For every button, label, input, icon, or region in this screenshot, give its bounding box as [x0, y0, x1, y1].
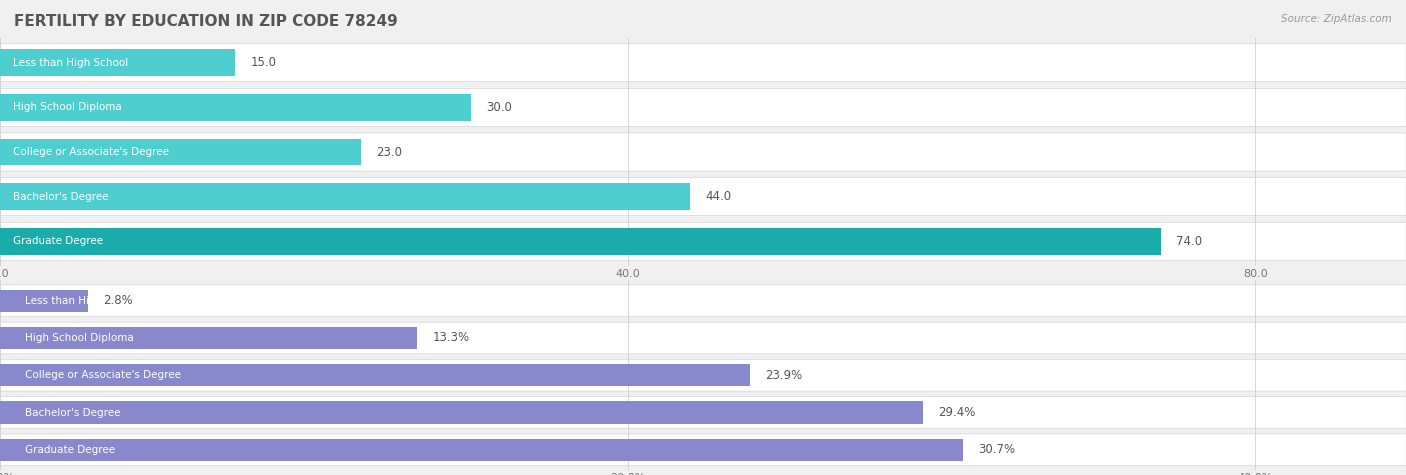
Text: 13.3%: 13.3%	[433, 332, 470, 344]
Bar	[0, 94, 471, 121]
Text: High School Diploma: High School Diploma	[13, 102, 121, 112]
Text: Bachelor's Degree: Bachelor's Degree	[25, 408, 121, 418]
Text: 2.8%: 2.8%	[103, 294, 132, 307]
Bar	[0, 401, 922, 424]
FancyBboxPatch shape	[0, 133, 1406, 171]
Text: College or Associate's Degree: College or Associate's Degree	[13, 147, 169, 157]
Text: College or Associate's Degree: College or Associate's Degree	[25, 370, 181, 380]
FancyBboxPatch shape	[0, 285, 1406, 316]
FancyBboxPatch shape	[0, 178, 1406, 216]
Bar	[0, 327, 418, 349]
Text: Less than High School: Less than High School	[25, 296, 141, 306]
Text: Bachelor's Degree: Bachelor's Degree	[13, 192, 108, 202]
FancyBboxPatch shape	[0, 322, 1406, 354]
Text: 23.0: 23.0	[375, 145, 402, 159]
Text: Graduate Degree: Graduate Degree	[25, 445, 115, 455]
Bar	[0, 49, 235, 76]
Text: Less than High School: Less than High School	[13, 57, 128, 67]
Text: FERTILITY BY EDUCATION IN ZIP CODE 78249: FERTILITY BY EDUCATION IN ZIP CODE 78249	[14, 14, 398, 29]
Text: 30.0: 30.0	[486, 101, 512, 114]
FancyBboxPatch shape	[0, 434, 1406, 466]
Text: High School Diploma: High School Diploma	[25, 333, 134, 343]
Text: 74.0: 74.0	[1177, 235, 1202, 248]
Bar	[0, 139, 361, 165]
Text: 44.0: 44.0	[706, 190, 731, 203]
FancyBboxPatch shape	[0, 44, 1406, 82]
Bar	[0, 290, 87, 312]
FancyBboxPatch shape	[0, 360, 1406, 391]
Text: 29.4%: 29.4%	[938, 406, 976, 419]
FancyBboxPatch shape	[0, 222, 1406, 260]
Bar	[0, 183, 690, 210]
Text: 30.7%: 30.7%	[979, 443, 1015, 456]
Bar	[0, 438, 963, 461]
Text: Source: ZipAtlas.com: Source: ZipAtlas.com	[1281, 14, 1392, 24]
Text: Graduate Degree: Graduate Degree	[13, 237, 103, 247]
FancyBboxPatch shape	[0, 88, 1406, 126]
Bar	[0, 228, 1161, 255]
Bar	[0, 364, 749, 387]
FancyBboxPatch shape	[0, 397, 1406, 428]
Text: 23.9%: 23.9%	[765, 369, 803, 382]
Text: 15.0: 15.0	[250, 56, 277, 69]
